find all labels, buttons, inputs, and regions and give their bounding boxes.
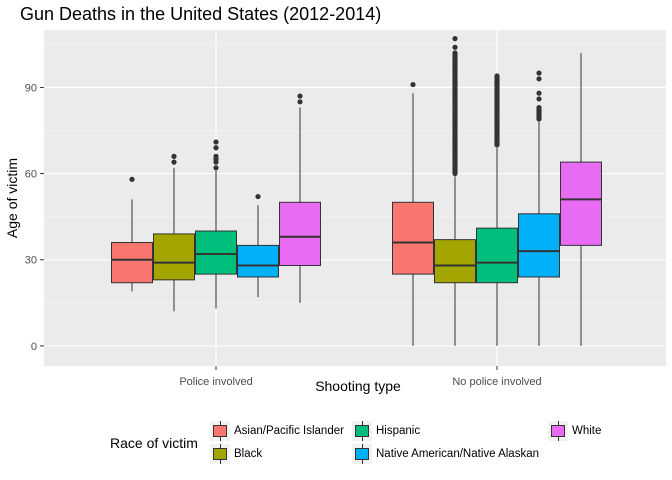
outlier-point [494, 73, 500, 79]
outlier-point [171, 159, 177, 165]
outlier-point [536, 90, 542, 96]
outlier-point [213, 165, 219, 171]
legend-item-black: Black [210, 444, 262, 464]
outlier-point [255, 193, 261, 200]
box [518, 213, 560, 278]
outlier-point [452, 36, 458, 42]
outlier-point [213, 153, 219, 159]
box [476, 227, 518, 284]
legend-key [210, 444, 230, 464]
legend-label: Black [234, 448, 263, 460]
outlier-point [213, 139, 219, 145]
outlier-point [213, 145, 219, 151]
legend-label: Native American/Native Alaskan [376, 448, 539, 460]
y-tick-label: 60 [25, 169, 37, 181]
box [434, 239, 476, 284]
outlier-point [297, 99, 303, 105]
y-axis-label: Age of victim [4, 157, 20, 239]
legend-item-native-american: Native American/Native Alaskan [352, 444, 539, 464]
legend-label: White [572, 425, 602, 437]
box [195, 230, 237, 275]
legend-title: Race of victim [110, 435, 198, 451]
box [111, 242, 153, 284]
box [560, 161, 602, 246]
outlier-point [536, 104, 542, 111]
legend-key [352, 444, 372, 464]
legend-key [548, 421, 568, 441]
outlier-point [129, 176, 135, 182]
legend-key [210, 421, 230, 441]
outlier-point [410, 81, 416, 88]
box-series [111, 36, 602, 346]
y-tick-label: 90 [25, 82, 37, 94]
outlier-point [297, 93, 303, 99]
axes: 0 30 60 90 Police involved No police involved [25, 82, 542, 387]
legend-item-asian-pacific-islander: Asian/Pacific Islander [210, 421, 344, 441]
y-tick-label: 30 [25, 255, 37, 267]
box [392, 201, 434, 275]
box [237, 244, 279, 278]
legend-key [352, 421, 372, 441]
legend-label: Hispanic [376, 425, 421, 437]
y-tick-label: 0 [31, 341, 37, 353]
outlier-point [536, 70, 542, 76]
outlier-point [171, 153, 177, 159]
outlier-point [452, 44, 458, 50]
legend-item-hispanic: Hispanic [352, 421, 420, 441]
outlier-point [536, 76, 542, 82]
x-tick-label: Police involved [179, 376, 252, 388]
outlier-point [536, 96, 542, 102]
legend-label: Asian/Pacific Islander [234, 425, 344, 437]
x-tick-label: No police involved [452, 376, 541, 388]
outlier-point [452, 50, 458, 56]
legend-item-white: White [548, 421, 601, 441]
box [279, 201, 321, 266]
box [153, 233, 195, 281]
chart-title: Gun Deaths in the United States (2012-20… [20, 4, 382, 24]
x-axis-label: Shooting type [315, 378, 401, 394]
